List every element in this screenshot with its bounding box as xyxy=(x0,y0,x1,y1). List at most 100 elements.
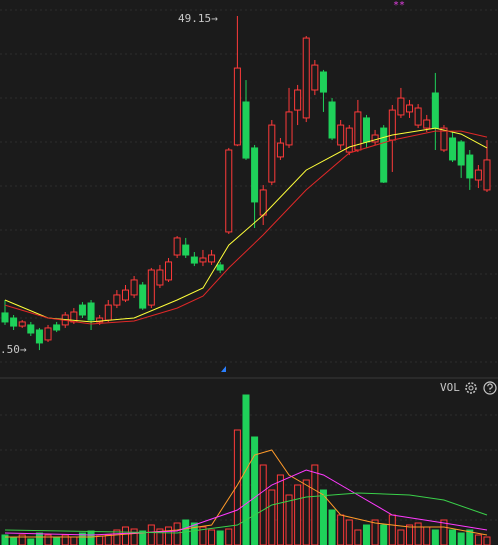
volume-bar xyxy=(474,534,482,545)
volume-bar xyxy=(18,534,26,545)
candle-body xyxy=(199,257,207,263)
candle-body xyxy=(406,104,414,113)
candle-body xyxy=(362,117,370,143)
high-annotation: 49.15→ xyxy=(178,12,218,25)
volume-bar xyxy=(354,529,362,545)
candle-body xyxy=(113,294,121,306)
low-annotation: .50→ xyxy=(0,343,27,356)
volume-bar xyxy=(1,534,9,545)
volume-bar xyxy=(440,519,448,545)
volume-bar xyxy=(311,464,319,545)
volume-bar xyxy=(156,528,164,545)
candle-body xyxy=(483,159,491,191)
candle-body xyxy=(414,107,422,126)
candle-body xyxy=(251,147,259,203)
candle-body xyxy=(233,67,241,146)
candle-body xyxy=(328,101,336,139)
candle-body xyxy=(165,261,173,281)
candle-body xyxy=(337,124,345,146)
volume-bar xyxy=(113,529,121,545)
candle-body xyxy=(457,141,465,166)
volume-bar xyxy=(285,494,293,545)
volume-bar xyxy=(44,534,52,545)
candle-body xyxy=(397,97,405,116)
volume-bar xyxy=(147,524,155,545)
marker xyxy=(221,366,226,372)
volume-bar xyxy=(371,519,379,545)
candle-body xyxy=(10,317,18,327)
ma-line xyxy=(4,492,488,534)
candle-body xyxy=(311,64,319,91)
candle-body xyxy=(431,92,439,129)
candle-body xyxy=(96,317,104,323)
candle-body xyxy=(147,269,155,306)
volume-bar xyxy=(294,484,302,545)
candle-body xyxy=(216,264,224,271)
volume-bar xyxy=(199,526,207,545)
volume-bar xyxy=(345,519,353,545)
candle-body xyxy=(139,284,147,309)
volume-bar xyxy=(61,534,69,545)
volume-bar xyxy=(423,526,431,545)
candle-body xyxy=(35,329,43,344)
ma-line xyxy=(5,449,488,538)
volume-bar xyxy=(96,535,104,545)
volume-bar xyxy=(87,530,95,545)
ma-line xyxy=(4,130,488,325)
settings-icon[interactable] xyxy=(465,382,477,394)
volume-bar xyxy=(388,514,396,545)
volume-bar xyxy=(457,532,465,545)
volume-bar xyxy=(78,532,86,545)
volume-bar xyxy=(104,534,112,545)
candle-body xyxy=(449,137,457,161)
volume-bar xyxy=(397,529,405,545)
candle-body xyxy=(285,111,293,146)
volume-bar xyxy=(139,530,147,545)
signal-marker: ** xyxy=(393,0,405,11)
volume-bar xyxy=(483,536,491,545)
volume-bar xyxy=(466,529,474,545)
candle-body xyxy=(53,324,61,331)
volume-bar xyxy=(406,524,414,545)
candle-body xyxy=(423,119,431,129)
candle-body xyxy=(87,302,95,321)
candle-body xyxy=(380,127,388,183)
candle-body xyxy=(130,279,138,296)
candle-body xyxy=(27,324,35,334)
candle-body xyxy=(1,312,9,323)
volume-bar xyxy=(319,489,327,545)
candle-body xyxy=(474,169,482,181)
candle-body xyxy=(440,127,448,151)
grid xyxy=(0,9,498,521)
volume-bar xyxy=(27,538,35,545)
help-icon[interactable] xyxy=(483,381,497,395)
volume-bar xyxy=(35,532,43,545)
volume-bar xyxy=(337,514,345,545)
volume-bar xyxy=(414,522,422,545)
volume-bar xyxy=(431,529,439,545)
volume-bar xyxy=(190,522,198,545)
candle-body xyxy=(44,327,52,341)
candle-body xyxy=(242,101,250,159)
candle-body xyxy=(121,289,130,301)
volume-bar xyxy=(165,526,173,545)
candle-body xyxy=(345,127,353,153)
volume-bar xyxy=(70,536,78,545)
volume-bar xyxy=(53,536,61,545)
candle-body xyxy=(173,237,181,256)
candle-body xyxy=(259,189,267,216)
candle-body xyxy=(182,244,190,256)
ma-line xyxy=(4,127,488,323)
volume-bar xyxy=(208,529,216,545)
candle-body xyxy=(294,89,302,111)
volume-bar xyxy=(302,479,310,545)
volume-bar xyxy=(328,509,336,545)
volume-bar xyxy=(362,524,370,545)
candle-body xyxy=(208,254,216,263)
volume-bar xyxy=(121,526,130,545)
candle-body xyxy=(104,304,112,321)
candle-body xyxy=(268,124,276,183)
candle-body xyxy=(466,154,474,179)
